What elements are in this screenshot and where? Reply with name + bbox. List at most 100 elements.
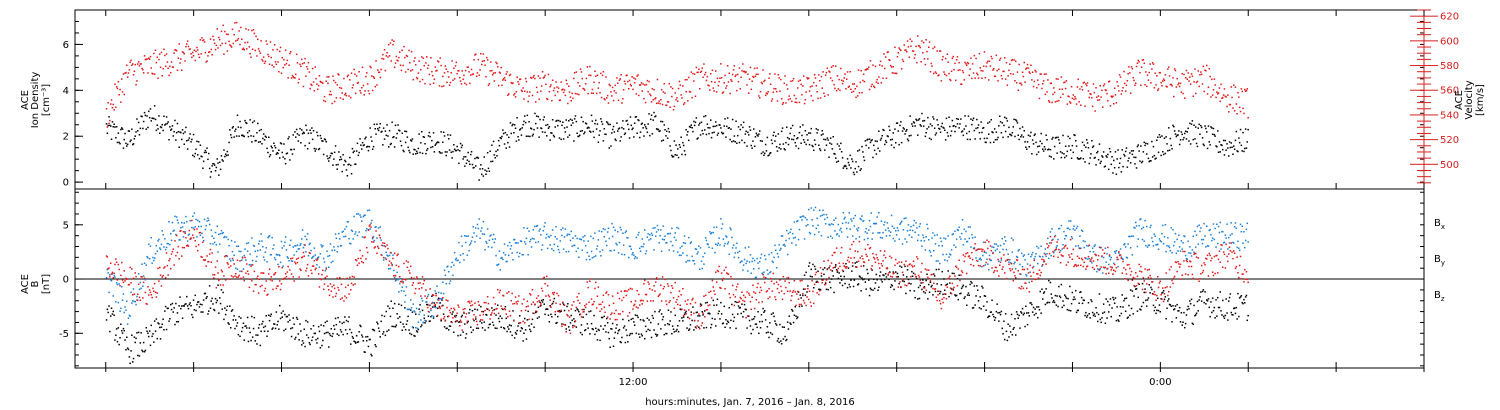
data-point (253, 316, 256, 319)
data-point (382, 331, 385, 333)
data-point (1168, 298, 1170, 300)
data-point (793, 94, 796, 97)
data-point (688, 236, 690, 239)
data-point (541, 244, 544, 246)
data-point (935, 72, 938, 75)
data-point (797, 87, 799, 89)
data-point (1120, 171, 1123, 173)
data-point (324, 139, 327, 141)
data-point (497, 304, 499, 306)
data-point (1198, 299, 1200, 301)
data-point (411, 69, 414, 71)
data-point (1217, 151, 1220, 153)
data-point (1194, 138, 1196, 140)
data-point (176, 69, 179, 71)
data-point (147, 257, 149, 259)
data-point (894, 280, 896, 282)
data-point (760, 81, 763, 84)
data-point (234, 130, 236, 132)
data-point (175, 302, 177, 305)
data-point (145, 58, 147, 61)
data-point (1228, 155, 1230, 157)
data-point (994, 75, 997, 78)
data-point (750, 144, 752, 147)
data-point (737, 134, 739, 137)
data-point (710, 136, 713, 139)
data-point (521, 90, 523, 93)
data-point (1002, 333, 1004, 335)
data-point (780, 340, 782, 342)
data-point (604, 228, 606, 231)
data-point (1193, 81, 1195, 83)
data-point (522, 340, 524, 342)
data-point (775, 324, 778, 326)
data-point (523, 120, 525, 123)
data-point (314, 150, 316, 152)
data-point (244, 325, 246, 327)
data-point (780, 343, 783, 345)
data-point (375, 345, 377, 348)
data-point (267, 236, 269, 239)
data-point (1220, 310, 1222, 312)
data-point (633, 136, 635, 138)
data-point (769, 152, 772, 154)
data-point (810, 95, 812, 97)
data-point (168, 320, 170, 322)
data-point (957, 69, 959, 72)
data-point (1024, 325, 1026, 328)
data-point (783, 82, 785, 85)
data-point (460, 83, 463, 85)
data-point (452, 150, 454, 153)
data-point (717, 132, 720, 134)
data-point (707, 243, 709, 246)
data-point (584, 83, 587, 85)
data-point (899, 124, 901, 127)
data-point (473, 319, 475, 322)
data-point (1174, 305, 1177, 307)
data-point (746, 327, 748, 329)
data-point (130, 139, 132, 141)
data-point (1079, 88, 1081, 90)
data-point (1065, 155, 1068, 157)
data-point (214, 170, 217, 172)
data-point (126, 336, 128, 338)
data-point (451, 313, 453, 315)
data-point (583, 132, 585, 135)
data-point (715, 91, 718, 93)
data-point (945, 117, 948, 120)
data-point (1102, 106, 1104, 108)
data-point (155, 245, 158, 247)
data-point (783, 148, 785, 150)
data-point (599, 92, 601, 94)
data-point (527, 254, 529, 256)
data-point (1146, 143, 1149, 145)
data-point (207, 55, 209, 57)
data-point (698, 245, 700, 247)
data-point (629, 245, 632, 248)
data-point (1075, 289, 1077, 292)
data-point (1046, 302, 1048, 304)
data-point (204, 292, 207, 295)
data-point (1123, 70, 1125, 73)
data-point (137, 331, 140, 334)
data-point (764, 152, 766, 155)
data-point (1178, 306, 1181, 309)
data-point (120, 128, 122, 131)
data-point (924, 292, 927, 294)
data-point (939, 128, 941, 130)
data-point (1054, 137, 1057, 139)
data-point (680, 136, 682, 138)
data-point (874, 65, 877, 68)
data-point (1235, 103, 1238, 105)
data-point (1109, 105, 1112, 107)
data-point (880, 279, 883, 281)
data-point (171, 221, 174, 224)
data-point (690, 71, 692, 73)
data-point (832, 275, 834, 277)
data-point (240, 250, 242, 253)
data-point (950, 70, 953, 72)
data-point (1200, 126, 1203, 129)
data-point (407, 68, 409, 71)
data-point (687, 316, 689, 319)
data-point (975, 295, 977, 297)
